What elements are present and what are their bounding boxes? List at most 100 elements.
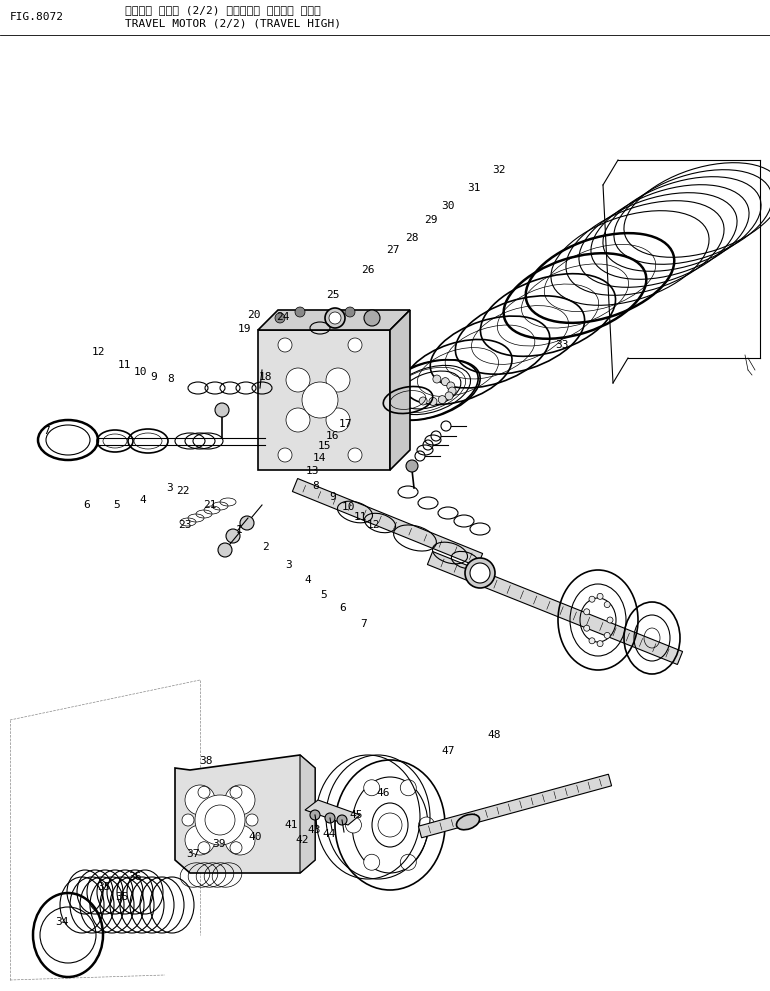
Text: 48: 48 [487, 730, 501, 740]
Circle shape [447, 382, 455, 389]
Polygon shape [258, 310, 410, 330]
Circle shape [225, 785, 255, 815]
Text: 3: 3 [286, 560, 292, 570]
Circle shape [406, 460, 418, 472]
Circle shape [195, 795, 245, 845]
Circle shape [438, 395, 447, 403]
Circle shape [295, 307, 305, 317]
Circle shape [230, 786, 242, 799]
Text: 4: 4 [139, 496, 146, 505]
Circle shape [325, 308, 345, 328]
Circle shape [441, 378, 450, 385]
Text: 19: 19 [238, 324, 252, 334]
Circle shape [226, 529, 240, 543]
Text: 5: 5 [114, 500, 120, 510]
Circle shape [348, 448, 362, 462]
Text: 9: 9 [151, 372, 157, 382]
Text: 8: 8 [313, 481, 319, 491]
Circle shape [310, 810, 320, 820]
Text: 39: 39 [213, 839, 226, 849]
Polygon shape [258, 330, 390, 470]
Circle shape [182, 814, 194, 826]
Text: 41: 41 [284, 820, 298, 829]
Text: 47: 47 [441, 746, 455, 756]
Text: 14: 14 [313, 453, 326, 463]
Text: 27: 27 [386, 245, 400, 255]
Text: 46: 46 [377, 788, 390, 798]
Circle shape [325, 813, 335, 823]
Circle shape [326, 408, 350, 432]
Text: 45: 45 [349, 810, 363, 820]
Text: 18: 18 [259, 372, 273, 382]
Text: 32: 32 [492, 165, 506, 175]
Text: 42: 42 [295, 835, 309, 845]
Circle shape [198, 786, 210, 799]
Circle shape [230, 841, 242, 853]
Circle shape [429, 397, 437, 405]
Circle shape [597, 594, 603, 600]
Text: 23: 23 [178, 520, 192, 530]
Circle shape [400, 854, 417, 870]
Text: 11: 11 [118, 360, 132, 370]
Text: 7: 7 [360, 619, 367, 629]
Text: FIG.8072: FIG.8072 [10, 12, 64, 22]
Circle shape [286, 368, 310, 392]
Circle shape [225, 825, 255, 855]
Circle shape [185, 825, 215, 855]
Circle shape [584, 608, 590, 614]
Circle shape [419, 817, 434, 833]
Circle shape [348, 338, 362, 352]
Polygon shape [305, 800, 360, 825]
Polygon shape [390, 310, 410, 470]
Text: 12: 12 [92, 347, 105, 357]
Text: 6: 6 [83, 500, 89, 510]
Text: 22: 22 [176, 486, 190, 496]
Circle shape [433, 375, 441, 383]
Text: 20: 20 [247, 310, 261, 320]
Circle shape [400, 780, 417, 796]
Text: 2: 2 [263, 542, 269, 552]
Text: 10: 10 [133, 367, 147, 377]
Text: 24: 24 [276, 312, 290, 322]
Circle shape [40, 907, 96, 963]
Text: 35: 35 [97, 882, 111, 892]
Text: 6: 6 [340, 604, 346, 613]
Circle shape [278, 338, 292, 352]
Text: 25: 25 [326, 290, 340, 300]
Text: 35: 35 [115, 892, 129, 902]
Text: 21: 21 [203, 500, 216, 510]
Polygon shape [418, 774, 611, 837]
Circle shape [302, 382, 338, 418]
Circle shape [364, 310, 380, 326]
Text: 4: 4 [305, 575, 311, 585]
Text: 3: 3 [166, 483, 172, 493]
Circle shape [363, 854, 380, 870]
Text: 28: 28 [405, 233, 419, 243]
Text: 30: 30 [441, 201, 455, 211]
Circle shape [246, 814, 258, 826]
Text: 1: 1 [236, 525, 242, 535]
Text: 36: 36 [128, 872, 142, 882]
Circle shape [465, 558, 495, 588]
Text: 38: 38 [199, 756, 213, 766]
Text: 5: 5 [320, 590, 326, 600]
Text: 34: 34 [55, 917, 69, 927]
Circle shape [346, 817, 361, 833]
Text: 26: 26 [361, 265, 375, 275]
Text: TRAVEL MOTOR (2/2) (TRAVEL HIGH): TRAVEL MOTOR (2/2) (TRAVEL HIGH) [125, 18, 341, 28]
Circle shape [205, 805, 235, 835]
Text: 10: 10 [341, 502, 355, 512]
Circle shape [448, 387, 456, 395]
Text: 31: 31 [467, 183, 481, 193]
Circle shape [584, 625, 590, 631]
Circle shape [215, 403, 229, 417]
Text: 7: 7 [43, 426, 49, 436]
Text: 13: 13 [306, 466, 320, 476]
Text: 11: 11 [353, 512, 367, 522]
Text: 12: 12 [367, 520, 380, 530]
Circle shape [607, 617, 613, 623]
Circle shape [218, 543, 232, 557]
Circle shape [470, 563, 490, 583]
Circle shape [185, 785, 215, 815]
Circle shape [363, 780, 380, 796]
